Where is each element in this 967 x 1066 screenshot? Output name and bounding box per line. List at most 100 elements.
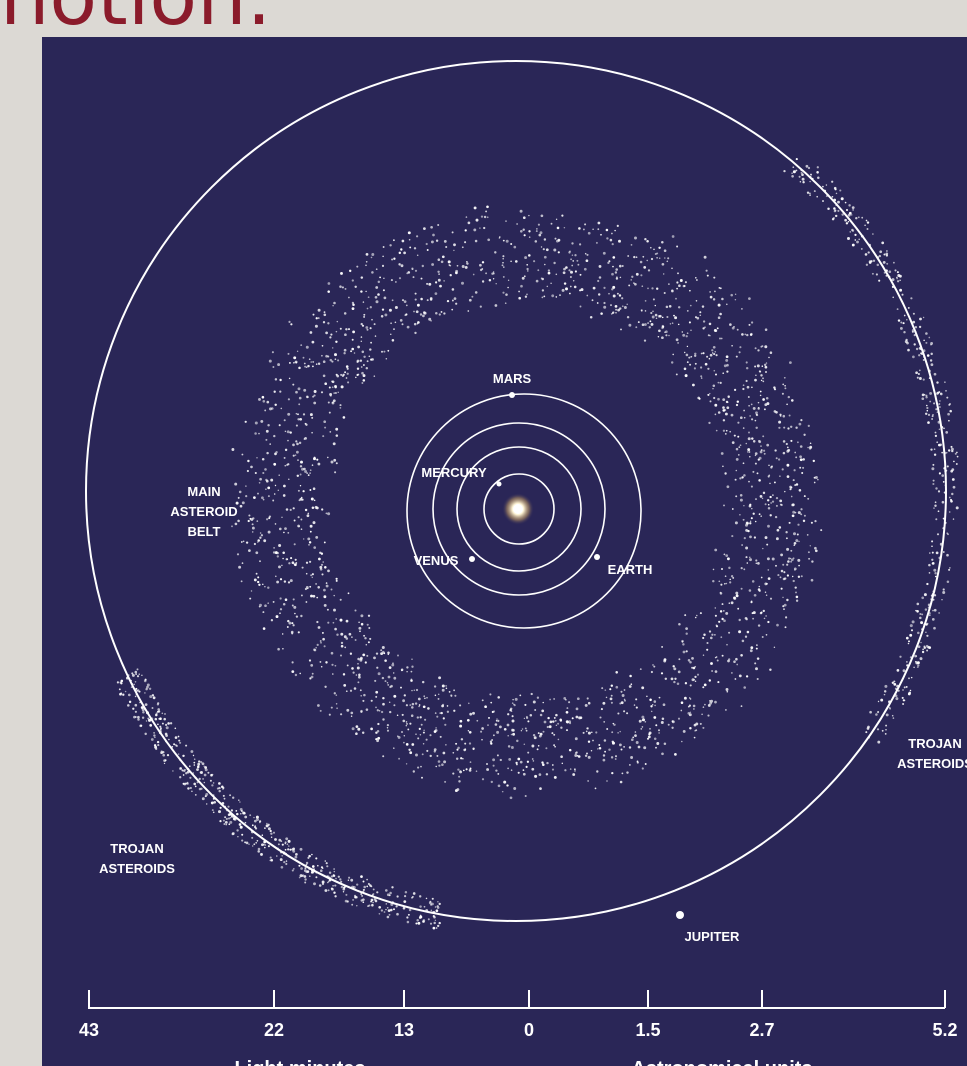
asteroid-dot: [764, 365, 768, 369]
asteroid-dot: [282, 603, 286, 606]
asteroid-dot: [739, 416, 743, 420]
asteroid-dot: [834, 188, 837, 191]
asteroid-dot: [279, 597, 282, 600]
asteroid-dot: [738, 674, 742, 678]
asteroid-dot: [635, 741, 639, 744]
asteroid-dot: [748, 589, 752, 592]
asteroid-dot: [272, 499, 275, 502]
asteroid-dot: [134, 703, 138, 707]
asteroid-dot: [921, 393, 925, 397]
asteroid-dot: [280, 407, 283, 410]
asteroid-dot: [568, 269, 571, 272]
asteroid-dot: [354, 609, 357, 612]
asteroid-dot: [688, 321, 691, 324]
asteroid-dot: [634, 282, 637, 286]
asteroid-dot: [191, 790, 193, 793]
asteroid-dot: [288, 562, 291, 565]
asteroid-dot: [745, 521, 749, 525]
asteroid-dot: [519, 229, 523, 233]
asteroid-dot: [788, 521, 791, 524]
asteroid-dot: [686, 332, 689, 335]
asteroid-dot: [822, 185, 824, 188]
asteroid-dot: [931, 540, 934, 543]
asteroid-dot: [845, 222, 849, 225]
asteroid-dot: [640, 727, 643, 730]
asteroid-dot: [434, 906, 437, 908]
asteroid-dot: [426, 249, 429, 251]
asteroid-dot: [646, 737, 650, 740]
asteroid-dot: [554, 719, 557, 722]
asteroid-dot: [382, 246, 385, 248]
asteroid-dot: [312, 313, 315, 316]
asteroid-dot: [464, 265, 468, 269]
asteroid-dot: [321, 631, 324, 634]
asteroid-dot: [437, 924, 440, 928]
asteroid-dot: [378, 913, 381, 915]
asteroid-dot: [438, 902, 441, 906]
asteroid-dot: [724, 708, 727, 711]
asteroid-dot: [479, 305, 482, 308]
asteroid-dot: [501, 264, 504, 267]
asteroid-dot: [384, 680, 387, 683]
asteroid-dot: [354, 285, 357, 289]
asteroid-dot: [798, 489, 802, 492]
asteroid-dot: [745, 379, 748, 383]
asteroid-dot: [702, 654, 705, 656]
asteroid-dot: [251, 526, 255, 530]
asteroid-dot: [635, 706, 638, 709]
asteroid-dot: [264, 585, 266, 588]
asteroid-dot: [790, 560, 793, 563]
asteroid-dot: [541, 289, 545, 292]
asteroid-dot: [140, 706, 144, 709]
asteroid-dot: [502, 255, 505, 258]
asteroid-dot: [557, 738, 560, 741]
asteroid-dot: [536, 228, 538, 230]
asteroid-dot: [798, 540, 800, 543]
asteroid-dot: [615, 308, 618, 311]
asteroid-dot: [800, 575, 803, 578]
asteroid-dot: [269, 859, 272, 862]
asteroid-dot: [876, 728, 880, 731]
asteroid-dot: [715, 624, 718, 627]
asteroid-dot: [740, 705, 743, 707]
asteroid-dot: [370, 358, 373, 361]
asteroid-dot: [653, 665, 656, 668]
asteroid-dot: [380, 909, 384, 912]
asteroid-dot: [734, 298, 737, 301]
asteroid-dot: [680, 701, 683, 704]
asteroid-dot: [241, 839, 244, 842]
asteroid-dot: [641, 285, 644, 288]
asteroid-dot: [902, 689, 904, 691]
asteroid-dot: [749, 415, 751, 417]
asteroid-dot: [237, 496, 240, 499]
asteroid-dot: [265, 478, 268, 482]
asteroid-dot: [686, 310, 689, 312]
asteroid-dot: [561, 288, 565, 292]
asteroid-dot: [834, 209, 837, 212]
asteroid-dot: [454, 694, 457, 697]
asteroid-dot: [339, 285, 342, 288]
asteroid-dot: [283, 419, 286, 422]
asteroid-dot: [597, 748, 599, 750]
asteroid-dot: [278, 838, 282, 842]
asteroid-dot: [154, 736, 156, 739]
asteroid-dot: [949, 409, 952, 413]
asteroid-dot: [371, 903, 374, 907]
asteroid-dot: [299, 485, 302, 487]
asteroid-dot: [435, 312, 438, 315]
asteroid-dot: [782, 563, 785, 566]
mercury-orbit: [483, 473, 555, 545]
asteroid-dot: [173, 743, 176, 746]
asteroid-dot: [459, 704, 462, 707]
asteroid-dot: [611, 312, 614, 314]
asteroid-dot: [726, 303, 728, 306]
asteroid-dot: [402, 699, 405, 703]
asteroid-dot: [929, 359, 933, 362]
asteroid-dot: [218, 789, 221, 793]
asteroid-dot: [676, 245, 679, 248]
asteroid-dot: [888, 270, 892, 274]
asteroid-dot: [795, 591, 797, 594]
asteroid-dot: [809, 442, 812, 444]
asteroid-dot: [531, 758, 534, 760]
asteroid-dot: [404, 314, 407, 317]
